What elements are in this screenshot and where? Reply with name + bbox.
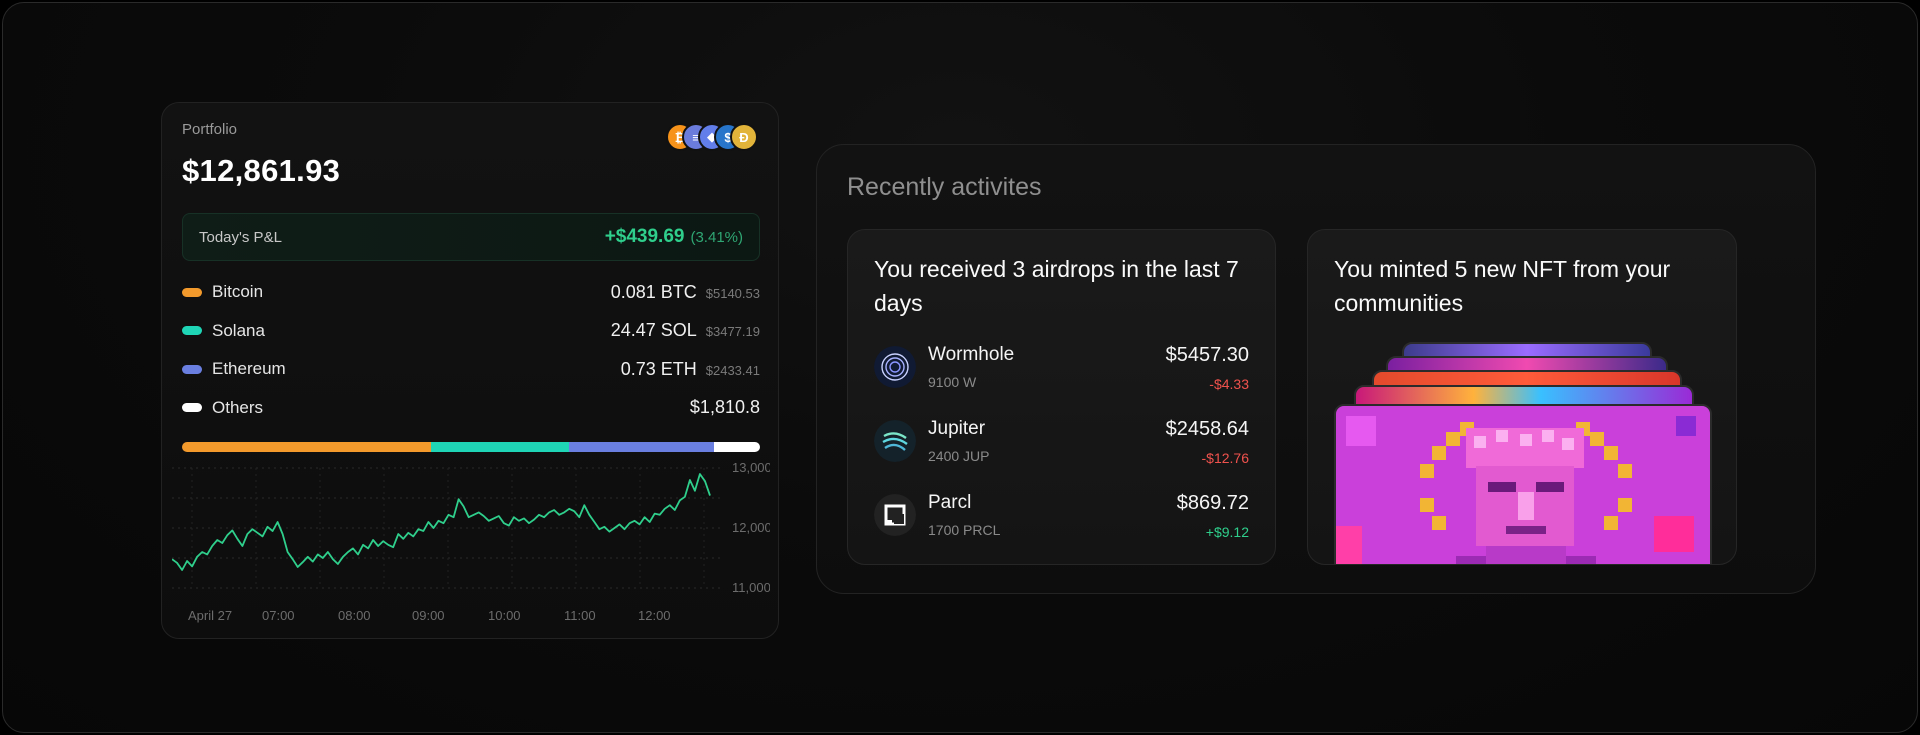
airdrop-quantity: 9100 W xyxy=(928,374,977,390)
asset-swatch xyxy=(182,287,202,297)
asset-right: 0.081 BTC $5140.53 xyxy=(611,282,760,303)
x-tick-label: 10:00 xyxy=(488,608,521,623)
asset-amount: $1,810.8 xyxy=(689,397,760,418)
nft-stack[interactable] xyxy=(1334,342,1712,564)
asset-name: Others xyxy=(212,397,264,417)
asset-name: Solana xyxy=(212,320,265,340)
asset-right: 24.47 SOL $3477.19 xyxy=(611,320,760,341)
activities-panel: Recently activites You received 3 airdro… xyxy=(816,144,1816,594)
asset-right: $1,810.8 xyxy=(690,397,760,418)
airdrop-row[interactable]: Wormhole 9100 W $5457.30 -$4.33 xyxy=(874,342,1249,416)
x-tick-label: 07:00 xyxy=(262,608,295,623)
pnl-value: +$439.69 xyxy=(604,226,685,247)
asset-row[interactable]: Bitcoin 0.081 BTC $5140.53 xyxy=(182,273,760,312)
asset-name: Ethereum xyxy=(212,359,286,379)
airdrop-left: Parcl 1700 PRCL xyxy=(874,490,1000,538)
airdrop-left: Wormhole 9100 W xyxy=(874,342,1014,390)
airdrop-change: -$12.76 xyxy=(1201,450,1249,466)
airdrop-info: Parcl 1700 PRCL xyxy=(928,490,1000,538)
portfolio-card: Portfolio $12,861.93 ₿ ≡ ◆ $ Ð Today's P&L +… xyxy=(161,102,779,639)
airdrop-quantity: 2400 JUP xyxy=(928,448,990,464)
airdrop-value: $869.72 xyxy=(1176,492,1249,514)
airdrop-right: $2458.64 -$12.76 xyxy=(1166,416,1249,466)
airdrop-info: Wormhole 9100 W xyxy=(928,342,1014,390)
asset-right: 0.73 ETH $2433.41 xyxy=(621,359,760,380)
doge-icon: Ð xyxy=(730,123,758,151)
asset-swatch xyxy=(182,326,202,336)
asset-row[interactable]: Others $1,810.8 xyxy=(182,389,760,428)
airdrop-left: Jupiter 2400 JUP xyxy=(874,416,989,464)
asset-usd: $2433.41 xyxy=(705,362,760,378)
airdrop-row[interactable]: Parcl 1700 PRCL $869.72 +$9.12 xyxy=(874,490,1249,564)
nft-card[interactable]: You minted 5 new NFT from your communiti… xyxy=(1307,229,1737,565)
airdrop-token-name: Jupiter xyxy=(928,418,986,439)
airdrop-change: -$4.33 xyxy=(1209,376,1249,392)
allocation-segment xyxy=(182,442,431,452)
allocation-segment xyxy=(569,442,714,452)
asset-amount: 24.47 SOL xyxy=(610,320,697,341)
y-tick-label: 11,000 xyxy=(732,580,770,595)
price-chart[interactable]: 13,000 12,000 11,000 April 27 07:00 08:00 09:0… xyxy=(172,458,770,633)
pnl-banner: Today's P&L +$439.69 (3.41%) xyxy=(182,213,760,261)
airdrop-token-name: Parcl xyxy=(928,492,972,513)
airdrop-right: $5457.30 -$4.33 xyxy=(1166,342,1249,392)
pnl-percent: (3.41%) xyxy=(690,229,743,246)
airdrop-quantity: 1700 PRCL xyxy=(928,522,1001,538)
stack-icon: ≡ xyxy=(682,123,710,151)
asset-left: Ethereum xyxy=(182,359,286,379)
x-tick-label: 12:00 xyxy=(638,608,671,623)
x-tick-label: April 27 xyxy=(188,608,232,623)
price-line xyxy=(172,473,711,571)
asset-left: Bitcoin xyxy=(182,282,263,302)
asset-left: Others xyxy=(182,398,263,418)
asset-left: Solana xyxy=(182,321,265,341)
y-tick-label: 12,000 xyxy=(732,520,770,535)
portfolio-label: Portfolio xyxy=(182,121,238,138)
airdrop-token-name: Wormhole xyxy=(928,344,1015,365)
asset-usd: $5140.53 xyxy=(705,285,760,301)
activities-title: Recently activites xyxy=(847,173,1042,201)
allocation-segment xyxy=(713,442,760,452)
airdrop-value: $2458.64 xyxy=(1165,418,1249,440)
x-tick-label: 11:00 xyxy=(564,608,596,623)
asset-swatch xyxy=(182,403,202,413)
allocation-bar xyxy=(182,442,760,452)
airdrop-list: Wormhole 9100 W $5457.30 -$4.33 Jupiter 2400 … xyxy=(874,342,1249,564)
asset-amount: 0.081 BTC xyxy=(610,281,697,302)
asset-amount: 0.73 ETH xyxy=(620,358,697,379)
airdrops-title: You received 3 airdrops in the last 7 da… xyxy=(874,256,1239,316)
airdrop-value: $5457.30 xyxy=(1165,344,1249,366)
parcl-icon xyxy=(874,494,916,536)
asset-name: Bitcoin xyxy=(212,282,264,302)
pnl-label: Today's P&L xyxy=(199,228,282,246)
airdrop-info: Jupiter 2400 JUP xyxy=(928,416,989,464)
jupiter-icon xyxy=(874,420,916,462)
x-tick-label: 08:00 xyxy=(338,608,371,623)
asset-swatch xyxy=(182,364,202,374)
wormhole-icon xyxy=(874,346,916,388)
airdrop-right: $869.72 +$9.12 xyxy=(1177,490,1249,540)
airdrop-row[interactable]: Jupiter 2400 JUP $2458.64 -$12.76 xyxy=(874,416,1249,490)
asset-row[interactable]: Ethereum 0.73 ETH $2433.41 xyxy=(182,350,760,389)
x-tick-label: 09:00 xyxy=(412,608,445,623)
asset-usd: $3477.19 xyxy=(705,324,760,340)
y-tick-label: 13,000 xyxy=(732,460,770,475)
nft-artwork xyxy=(1334,404,1712,564)
airdrop-change: +$9.12 xyxy=(1205,524,1249,540)
nft-statue-image xyxy=(1336,406,1710,564)
coin-icon-stack[interactable]: ₿ ≡ ◆ $ Ð xyxy=(666,123,758,151)
nft-title: You minted 5 new NFT from your communiti… xyxy=(1334,256,1671,316)
asset-row[interactable]: Solana 24.47 SOL $3477.19 xyxy=(182,312,760,351)
portfolio-total: $12,861.93 xyxy=(182,153,341,188)
pnl-figures: +$439.69 (3.41%) xyxy=(605,226,743,248)
airdrops-card[interactable]: You received 3 airdrops in the last 7 da… xyxy=(847,229,1276,565)
asset-list: Bitcoin 0.081 BTC $5140.53 Solana 24.47 SOL $… xyxy=(182,273,760,427)
allocation-segment xyxy=(430,442,570,452)
